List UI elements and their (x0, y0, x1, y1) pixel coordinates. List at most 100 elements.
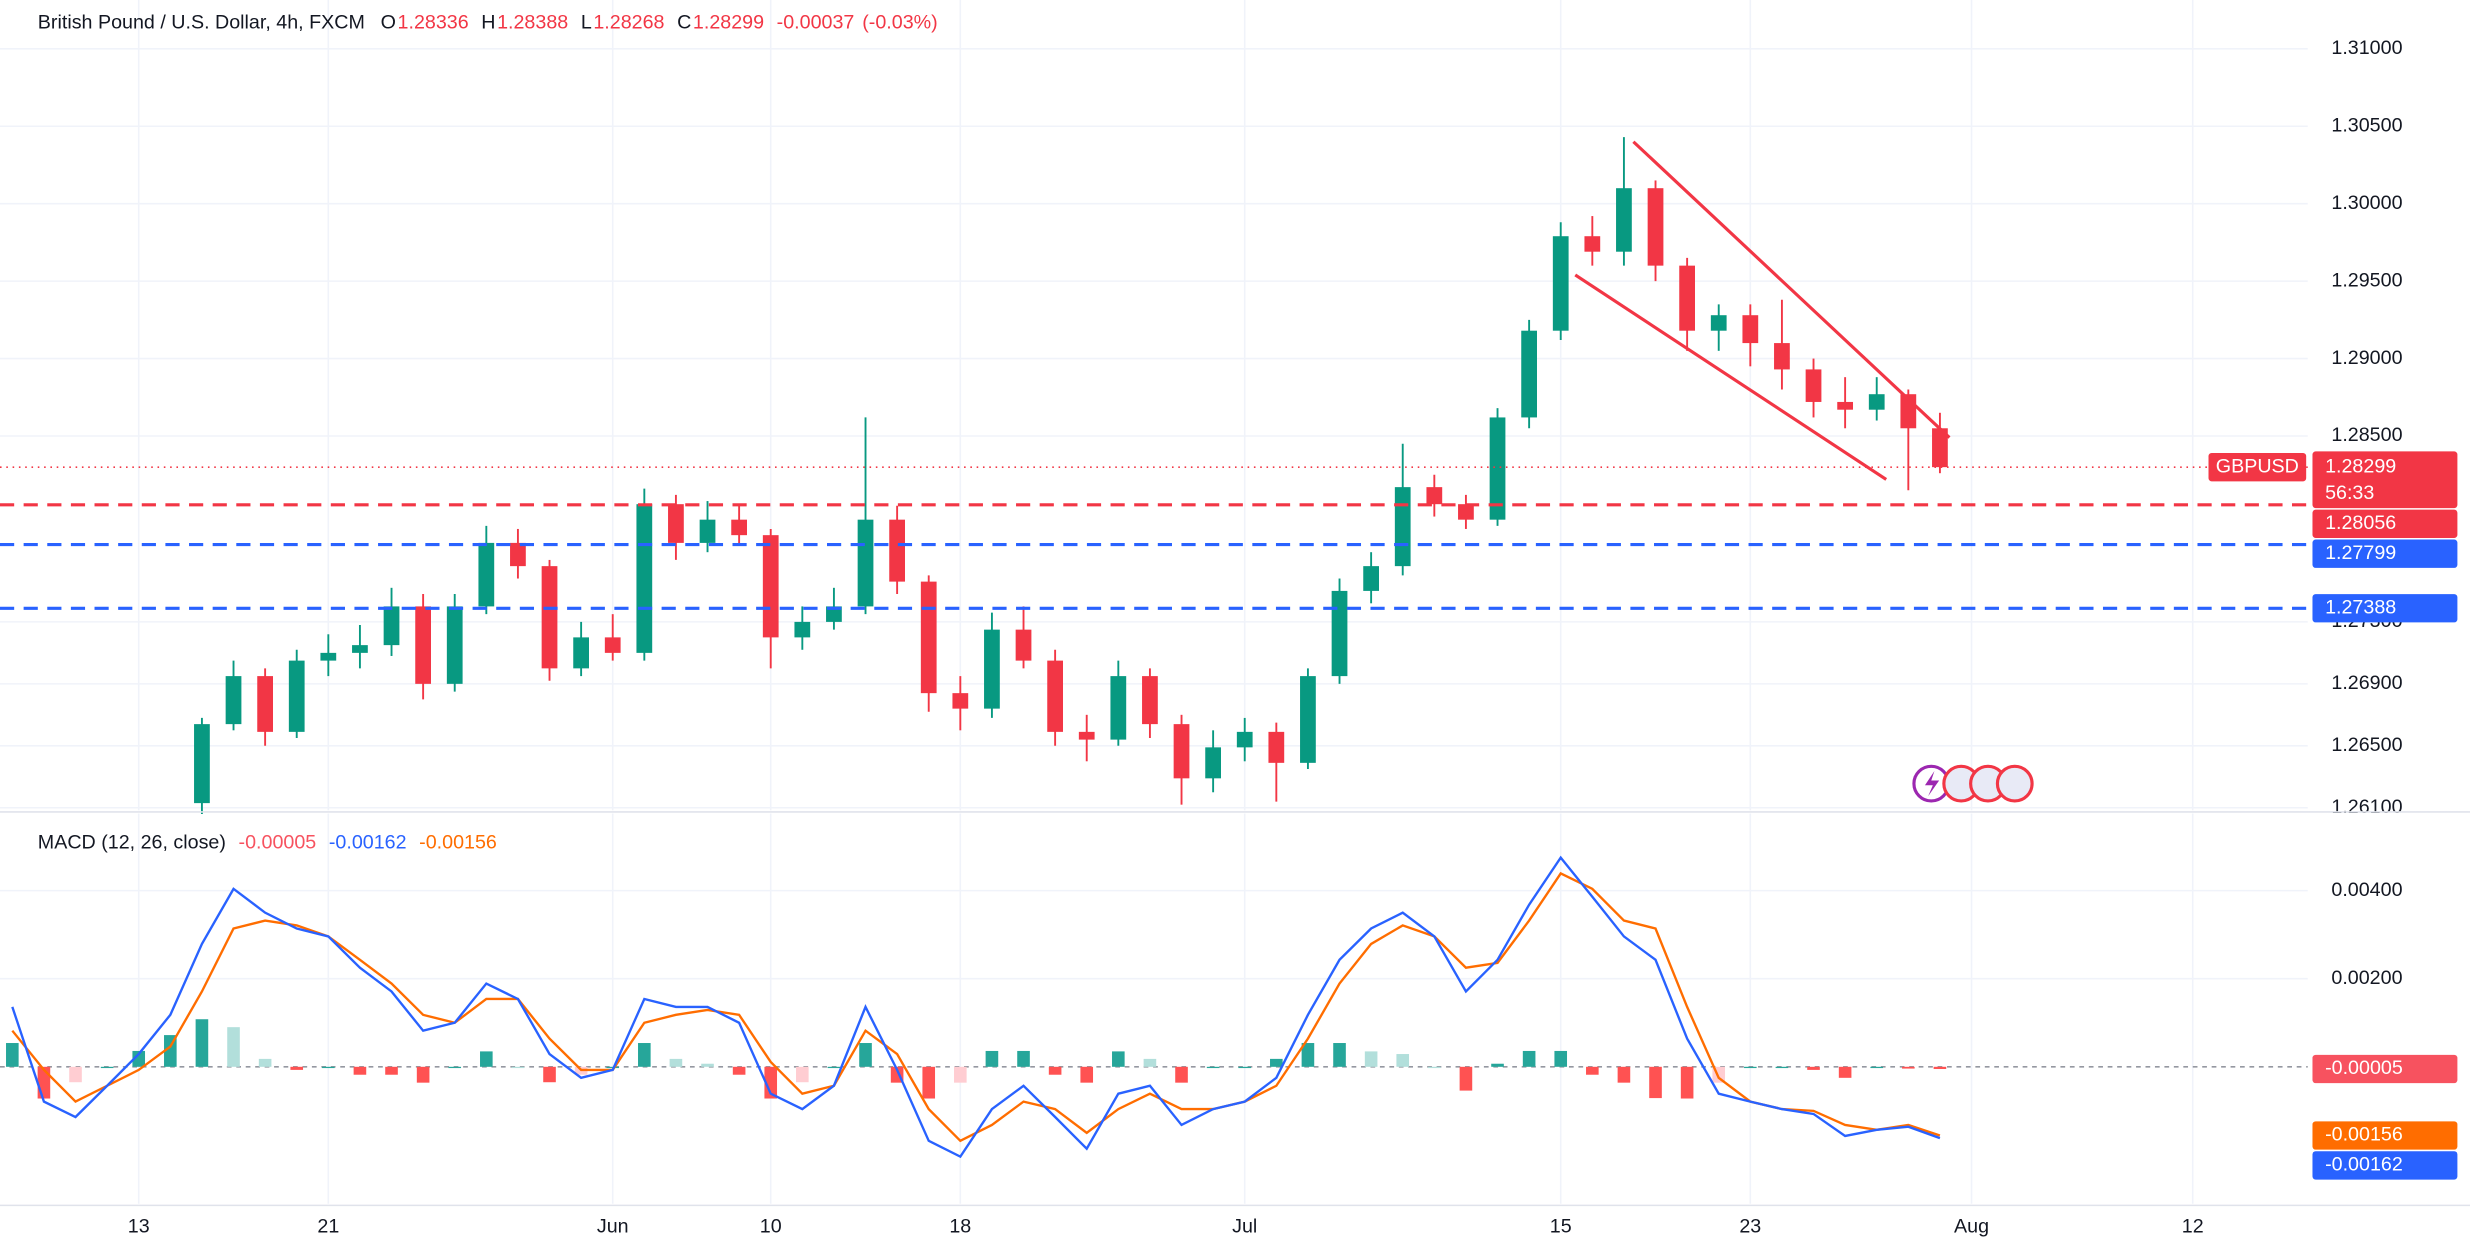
legend: British Pound / U.S. Dollar, 4h, FXCM O 1.… (38, 12, 938, 34)
candle-body (826, 606, 842, 622)
histogram-bar (480, 1051, 493, 1067)
candle-body (1868, 394, 1885, 410)
histogram-bar (1143, 1058, 1157, 1067)
histogram-bar (1333, 1043, 1346, 1067)
histogram-bar (1301, 1043, 1315, 1067)
change-value: -0.00037 (777, 12, 855, 34)
lightning-icon (1924, 771, 1940, 797)
y-tick-label: 1.26100 (2331, 796, 2402, 818)
candle-body (762, 535, 779, 638)
histogram-bar (1206, 1066, 1220, 1069)
candle-body (1710, 315, 1727, 331)
candle-body (352, 645, 368, 653)
candle-body (1552, 236, 1569, 331)
candle-body (1805, 369, 1822, 402)
symbol-label: GBPUSD (2216, 455, 2299, 477)
candle-body (1205, 747, 1222, 779)
level-box (2312, 509, 2458, 538)
signal-value-box (2312, 1121, 2458, 1150)
histogram-bar (669, 1058, 683, 1067)
histogram-bar (1870, 1066, 1884, 1069)
candle-body (1742, 315, 1759, 344)
histogram-bar (132, 1050, 146, 1067)
histogram-bar (1175, 1066, 1188, 1083)
histogram-bar (258, 1058, 272, 1067)
histogram-bar (385, 1066, 398, 1075)
candle-body (920, 581, 937, 694)
x-tick-label: 13 (128, 1216, 150, 1238)
candle-body (636, 504, 653, 653)
event-icons[interactable] (1912, 764, 2034, 803)
candle-body (478, 542, 495, 607)
histogram-bar (1933, 1066, 1947, 1070)
histogram-bar (227, 1027, 240, 1067)
ohlc-key: H (481, 12, 495, 34)
histogram-bar (322, 1066, 335, 1069)
candle-body (794, 621, 811, 638)
candle-body (1015, 629, 1032, 661)
histogram-bar (764, 1066, 778, 1099)
candle-body (1236, 731, 1253, 748)
y-tick-label: 1.26500 (2331, 734, 2402, 756)
candle-body (1173, 724, 1190, 779)
legend-title: British Pound / U.S. Dollar, 4h, FXCM (38, 12, 365, 34)
macd-legend: MACD (12, 26, close) -0.00005 -0.00162 -0.0… (38, 832, 497, 854)
histogram-bar (1586, 1066, 1599, 1075)
candle-body (1679, 265, 1696, 331)
histogram-bar (511, 1066, 525, 1069)
y-tick-label: 1.31000 (2331, 37, 2402, 59)
trend-line (1574, 273, 1888, 481)
candle-body (1268, 731, 1285, 763)
candle-body (1110, 676, 1127, 740)
candle-body (731, 519, 748, 536)
histogram-bar (1017, 1050, 1030, 1067)
histogram-value-label: -0.00005 (2325, 1057, 2403, 1079)
candle-body (1300, 676, 1316, 763)
histogram-bar (1364, 1051, 1378, 1067)
histogram-bar (1807, 1066, 1820, 1070)
axes: 13 21 Jun 10 18 Jul 15 23 Aug 12 1.31000 1.30500 1.3… (128, 37, 2458, 1238)
candle-body (889, 519, 906, 582)
candle-body (1616, 188, 1632, 252)
histogram-bar (448, 1066, 462, 1069)
histogram-bar (1775, 1066, 1789, 1069)
candle-body (1489, 417, 1506, 520)
ohlc-key: L (581, 12, 592, 34)
candle-body (415, 606, 432, 684)
candle-body (320, 652, 337, 661)
histogram-bar (1112, 1051, 1125, 1067)
candle-body (952, 693, 969, 709)
histogram-bar (922, 1066, 936, 1099)
histogram-bar (1048, 1066, 1062, 1075)
trend-line (1632, 140, 1951, 439)
candle-body (225, 676, 242, 725)
candle-body (1837, 401, 1854, 410)
histogram-bar (701, 1063, 714, 1067)
histogram-bar (1238, 1066, 1252, 1069)
ohlc-key: O (381, 12, 396, 34)
histogram-bar (1649, 1066, 1662, 1099)
histogram-bar (1617, 1066, 1631, 1083)
level-label: 1.28056 (2325, 512, 2396, 534)
histogram-bar (1522, 1050, 1536, 1067)
signal-value-label: -0.00156 (2325, 1124, 2403, 1146)
histogram-bar (1491, 1063, 1504, 1067)
level-label: 1.27388 (2325, 596, 2396, 618)
symbol-box (2208, 452, 2307, 482)
histogram-bar (1902, 1066, 1915, 1069)
histogram-bar (6, 1043, 19, 1067)
candle-body (541, 566, 558, 669)
histogram-bar (416, 1066, 430, 1083)
y-tick-label: 1.30500 (2331, 114, 2402, 136)
marks (0, 137, 2308, 1159)
candle-body (1142, 676, 1158, 725)
candle-body (510, 542, 526, 567)
change-pct: (-0.03%) (862, 12, 937, 34)
level-box (2312, 539, 2458, 568)
histogram-bar (195, 1019, 209, 1067)
ohlc-value: 1.28388 (497, 12, 568, 34)
event-flag[interactable] (1995, 764, 2034, 803)
